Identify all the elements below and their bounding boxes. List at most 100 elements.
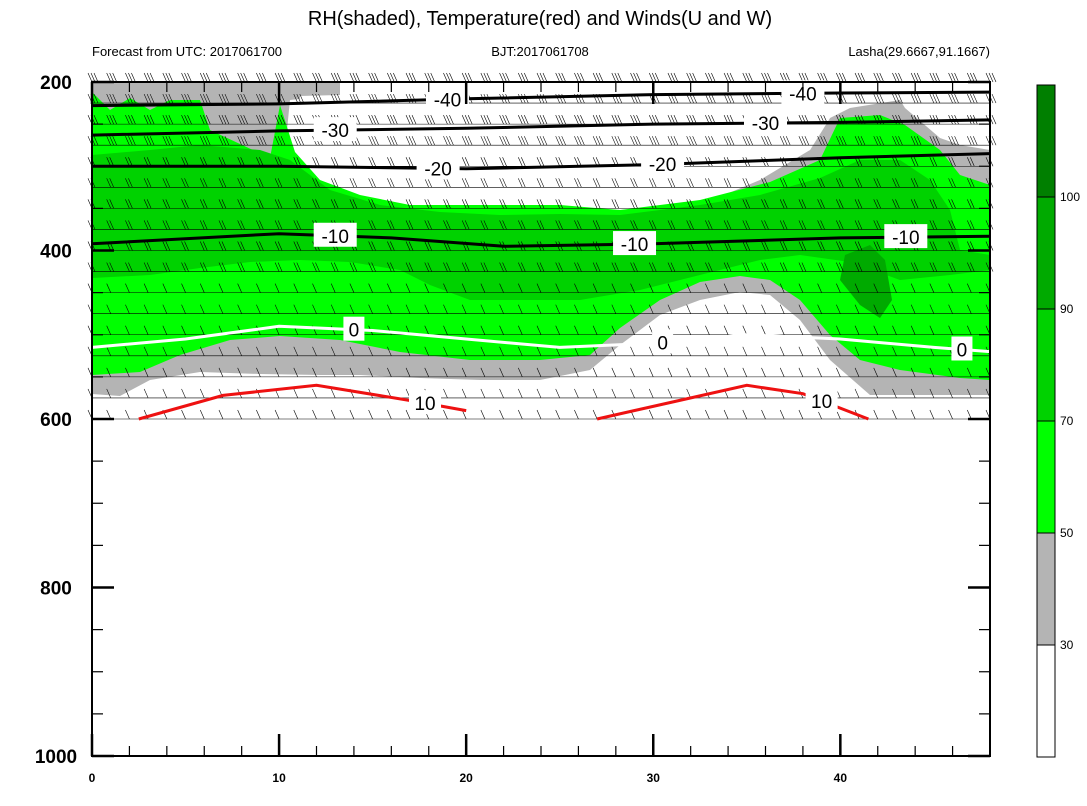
wind-barb: [892, 136, 897, 146]
wind-barb: [184, 72, 189, 83]
wind-barb: [393, 115, 398, 125]
wind-barb: [857, 220, 863, 230]
wind-barb: [873, 72, 879, 83]
wind-barb: [184, 241, 189, 251]
wind-barb: [895, 178, 900, 188]
wind-barb: [502, 115, 507, 125]
wind-barb: [312, 283, 317, 293]
isotherm-label-box: [416, 155, 460, 180]
wind-barb: [293, 136, 299, 146]
wind-barb: [595, 220, 601, 230]
wind-barb: [617, 72, 623, 83]
wind-barb: [125, 178, 130, 188]
wind-barb: [424, 72, 430, 83]
wind-barb: [574, 178, 579, 188]
wind-barb: [555, 115, 560, 125]
wind-barb: [574, 72, 579, 83]
wind-barb: [464, 220, 470, 230]
wind-barb: [411, 136, 417, 146]
wind-barb: [633, 136, 638, 146]
wind-barb: [820, 220, 825, 230]
wind-barb: [536, 388, 542, 399]
wind-barb: [798, 262, 804, 272]
wind-barb: [262, 136, 267, 146]
wind-barb: [782, 199, 788, 209]
wind-barb: [991, 115, 997, 125]
wind-barb: [199, 157, 205, 167]
wind-barb: [782, 178, 788, 188]
wind-barb: [521, 220, 526, 230]
wind-barb: [817, 367, 822, 377]
wind-barb: [143, 346, 149, 356]
wind-barb: [499, 283, 504, 293]
wind-barb: [854, 388, 860, 399]
wind-barb: [405, 409, 411, 420]
wind-barb: [592, 325, 598, 335]
wind-barb: [162, 199, 168, 209]
wind-barb: [542, 115, 548, 125]
wind-barb: [948, 325, 953, 335]
wind-barb: [817, 136, 822, 146]
wind-barb: [387, 157, 392, 167]
wind-barb: [910, 325, 916, 335]
wind-barb: [970, 157, 975, 167]
wind-barb: [371, 199, 376, 209]
wind-barb: [536, 72, 542, 83]
wind-barb: [673, 136, 679, 146]
wind-barb: [817, 220, 822, 230]
wind-barb: [128, 115, 133, 125]
wind-barb: [202, 115, 208, 125]
wind-barb: [611, 346, 617, 356]
wind-barb: [499, 115, 504, 125]
wind-barb: [424, 262, 430, 272]
wind-barb: [480, 304, 486, 314]
wind-barb: [614, 220, 620, 230]
wind-barb: [387, 199, 392, 209]
wind-barb: [801, 178, 807, 188]
wind-barb: [480, 136, 486, 146]
wind-barb: [221, 220, 227, 230]
wind-barb: [368, 115, 373, 125]
wind-barb: [296, 241, 302, 251]
wind-barb: [898, 93, 903, 104]
wind-barb: [558, 199, 563, 209]
wind-barb: [368, 220, 373, 230]
wind-barb: [708, 262, 713, 272]
wind-barb: [651, 220, 657, 230]
y-tick-label: 400: [40, 242, 72, 263]
wind-barb: [315, 199, 320, 209]
wind-barb: [536, 409, 542, 420]
wind-barb: [782, 136, 788, 146]
wind-barb: [873, 178, 879, 188]
wind-barb: [611, 325, 617, 335]
wind-barb: [330, 388, 336, 399]
wind-barb: [929, 199, 935, 209]
wind-barb: [879, 93, 885, 104]
wind-barb: [443, 388, 448, 399]
wind-barb: [218, 220, 224, 230]
wind-barb: [648, 220, 654, 230]
wind-barb: [536, 346, 542, 356]
wind-barb: [555, 157, 560, 167]
wind-barb: [970, 178, 975, 188]
colorbar-segment: [1036, 420, 1056, 534]
wind-barb: [483, 136, 489, 146]
wind-barb: [804, 136, 810, 146]
wind-barb: [349, 283, 355, 293]
wind-barb: [630, 367, 635, 377]
wind-barb: [165, 220, 171, 230]
wind-barb: [408, 199, 414, 209]
wind-barb: [951, 136, 956, 146]
wind-barb: [782, 262, 788, 272]
wind-barb: [558, 72, 563, 83]
wind-barb: [761, 93, 766, 104]
wind-barb: [929, 262, 935, 272]
isotherm-label-box: [343, 316, 365, 341]
wind-barb: [146, 262, 152, 272]
wind-barb: [614, 72, 620, 83]
wind-barb: [333, 199, 339, 209]
wind-barb: [761, 262, 766, 272]
wind-barb: [430, 72, 436, 83]
wind-barb: [892, 157, 897, 167]
